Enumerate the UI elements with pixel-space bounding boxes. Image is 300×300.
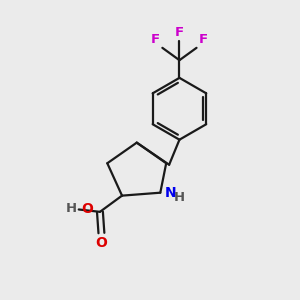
Text: O: O <box>81 202 93 216</box>
Text: N: N <box>165 186 176 200</box>
Text: H: H <box>174 191 185 205</box>
Text: F: F <box>199 33 208 46</box>
Text: H: H <box>66 202 77 215</box>
Text: F: F <box>151 33 160 46</box>
Text: O: O <box>95 236 107 250</box>
Text: F: F <box>175 26 184 39</box>
